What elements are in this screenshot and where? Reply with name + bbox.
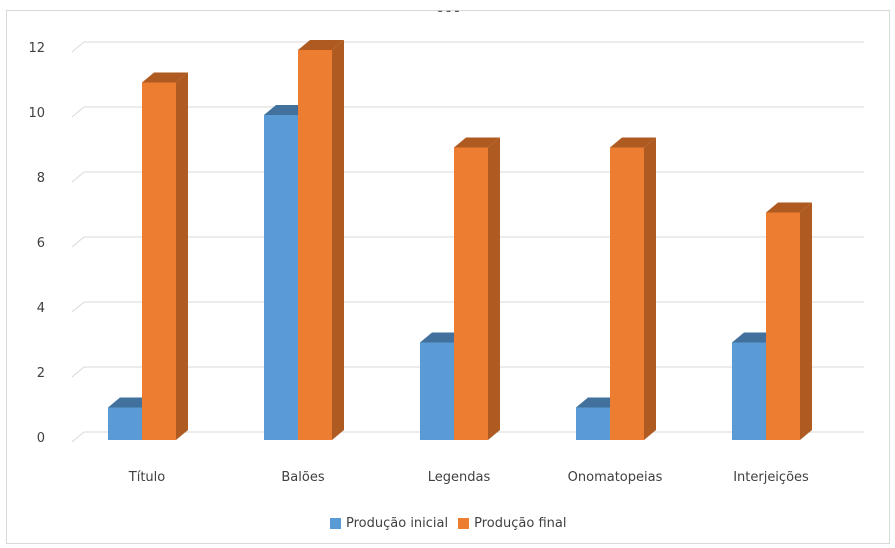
bar-side: [644, 137, 656, 440]
y-tick-label: 8: [37, 171, 45, 186]
legend-item-inicial: Produção inicial: [330, 516, 448, 531]
y-tick-label: 6: [37, 236, 45, 251]
bar-final-4: [766, 202, 812, 440]
legend-swatch-inicial: [330, 517, 341, 529]
bar-top: [766, 202, 812, 213]
gridline-depth-8: [71, 171, 85, 183]
y-tick-label: 10: [28, 106, 45, 121]
gridline-depth-4: [71, 301, 85, 313]
bar-final-1: [298, 40, 344, 440]
bar-side: [176, 72, 188, 440]
y-tick-label: 0: [37, 431, 45, 446]
y-tick-label: 12: [28, 41, 45, 56]
bars: [108, 40, 812, 440]
bar-front: [766, 212, 800, 440]
bar-front: [142, 82, 176, 440]
bar-front: [732, 342, 766, 440]
legend-label-final: Produção final: [474, 515, 567, 531]
gridline-depth-12: [71, 41, 85, 53]
bar-final-0: [142, 72, 188, 440]
bar-final-2: [454, 137, 500, 440]
legend-label-inicial: Produção inicial: [346, 515, 449, 531]
y-tick-label: 2: [37, 366, 45, 381]
bar-side: [488, 137, 500, 440]
y-axis-ticks: 0 2 4 6 8 10 12: [28, 41, 45, 446]
x-category-label: Interjeições: [733, 470, 809, 485]
chart-title-fragment: ...: [436, 0, 526, 12]
bar-top: [298, 40, 344, 50]
x-axis-categories: Título Balões Legendas Onomatopeias Interjei…: [128, 470, 809, 485]
bar-top: [610, 137, 656, 148]
legend: Produção inicial Produção final: [330, 514, 566, 532]
bar-front: [108, 407, 142, 440]
bar-final-3: [610, 137, 656, 440]
gridline-depth-2: [71, 366, 85, 378]
legend-swatch-final: [458, 517, 470, 529]
bar-front: [610, 147, 644, 440]
bar-side: [800, 202, 812, 440]
x-category-label: Título: [128, 470, 166, 485]
x-category-label: Balões: [281, 470, 324, 485]
x-category-label: Onomatopeias: [568, 470, 663, 485]
gridline-depth-10: [71, 106, 85, 118]
bar-front: [264, 115, 298, 440]
bar-front: [298, 50, 332, 440]
x-category-label: Legendas: [428, 470, 491, 485]
gridline-depth-0: [71, 431, 85, 443]
bar-side: [332, 40, 344, 440]
legend-item-final: Produção final: [458, 516, 566, 531]
bar-front: [454, 147, 488, 440]
gridline-depth-6: [71, 236, 85, 248]
bar-front: [576, 407, 610, 440]
bar-front: [420, 342, 454, 440]
y-tick-label: 4: [37, 301, 45, 316]
bar-top: [142, 72, 188, 83]
bar-top: [454, 137, 500, 148]
